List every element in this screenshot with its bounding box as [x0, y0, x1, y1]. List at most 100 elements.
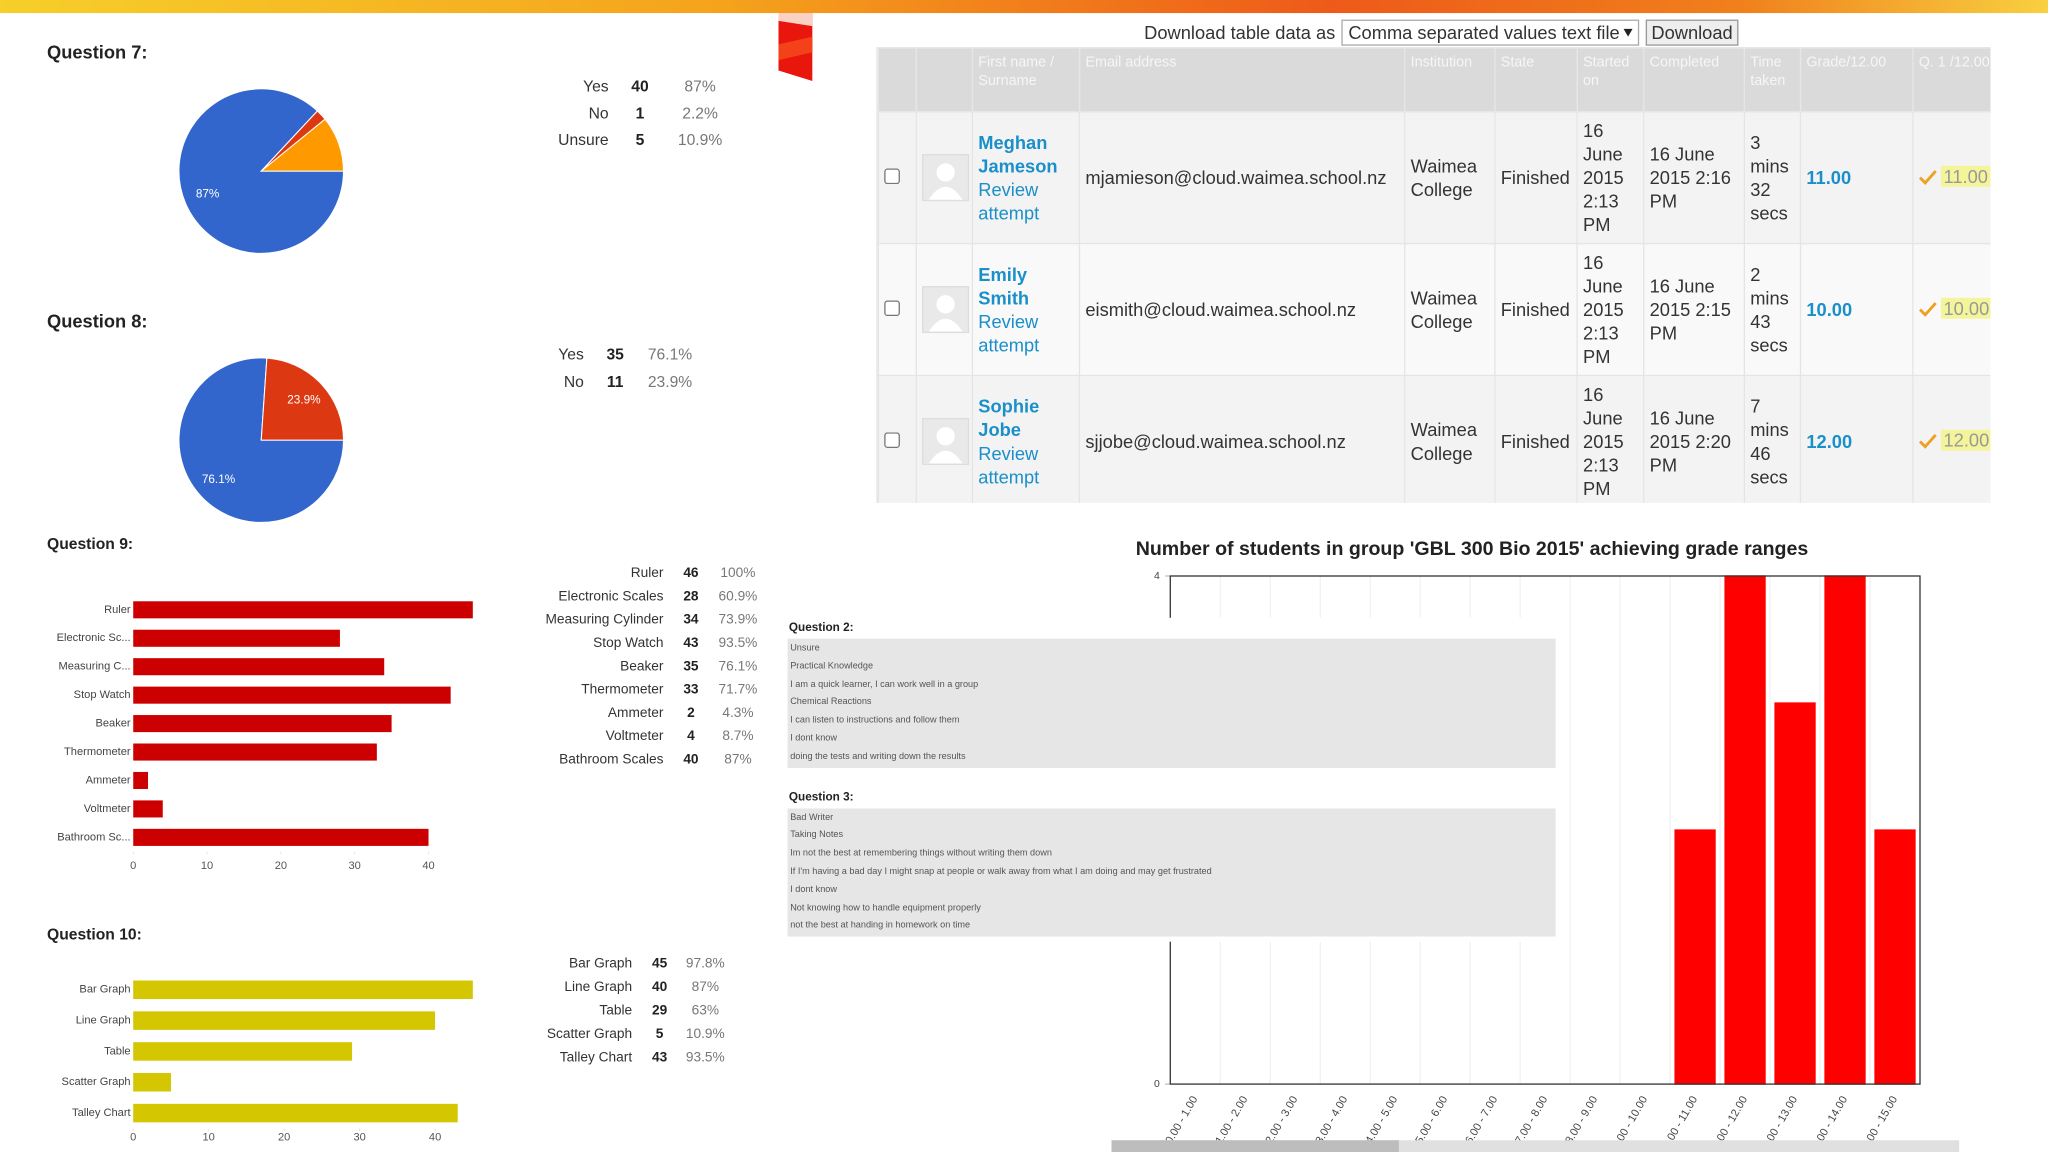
- pie-slice: [178, 357, 345, 523]
- legend-category: Bar Graph: [569, 956, 632, 971]
- check-icon: [1918, 167, 1937, 191]
- row-checkbox[interactable]: [884, 168, 900, 185]
- grade[interactable]: 12.00: [1806, 431, 1853, 452]
- legend-percent: 71.7%: [719, 682, 758, 697]
- select-cell: [877, 242, 917, 377]
- scrollbar[interactable]: [1111, 1140, 1960, 1152]
- y-tick-label: Voltmeter: [84, 803, 131, 815]
- grade[interactable]: 10.00: [1806, 299, 1853, 320]
- legend-percent: 93.5%: [719, 635, 758, 650]
- email: mjamieson@cloud.waimea.school.nz: [1078, 111, 1406, 245]
- response-item: Practical Knowledge: [790, 661, 874, 672]
- response-item: not the best at handing in homework on t…: [790, 921, 971, 931]
- x-tick-label: 0: [130, 1132, 136, 1144]
- response-item: Taking Notes: [790, 831, 844, 841]
- name-cell: Sophie Jobe Review attempt: [971, 374, 1081, 503]
- legend-percent: 93.5%: [686, 1050, 725, 1065]
- legend-percent: 87%: [692, 979, 719, 994]
- check-mark: [1918, 301, 1937, 317]
- legend-count: 33: [683, 682, 699, 697]
- legend-category: Yes: [583, 79, 609, 96]
- slice-label: 76.1%: [202, 473, 236, 486]
- check-mark: [1918, 169, 1937, 185]
- grade-cell: 10.00: [1799, 242, 1914, 377]
- x-tick-label: 3.00 - 4.00: [1313, 1094, 1350, 1146]
- avatar: [922, 417, 970, 465]
- legend-category: Table: [599, 1003, 632, 1018]
- review-link[interactable]: Review attempt: [978, 442, 1040, 488]
- legend-percent: 100%: [720, 565, 755, 580]
- state: Finished: [1494, 374, 1578, 503]
- legend-category: Scatter Graph: [547, 1026, 632, 1041]
- legend-category: No: [564, 374, 584, 391]
- format-select[interactable]: Comma separated values text file: [1341, 19, 1640, 46]
- state: Finished: [1494, 111, 1578, 245]
- x-tick-label: 1.00 - 2.00: [1213, 1094, 1250, 1146]
- legend-count: 1: [636, 105, 645, 122]
- started: 16 June 2015 2:13 PM: [1576, 242, 1645, 377]
- response-item: I dont know: [790, 734, 837, 744]
- legend-percent: 8.7%: [722, 728, 753, 743]
- row-checkbox[interactable]: [884, 432, 900, 448]
- avatar: [922, 154, 970, 202]
- column-header: Q. 1 /12.00: [1912, 47, 1991, 113]
- x-tick-label: 10: [201, 860, 213, 872]
- legend-category: Stop Watch: [593, 635, 663, 650]
- x-tick-label: 7.00 - 8.00: [1513, 1094, 1550, 1146]
- attempts-table-container: First name / Surname Email address Institu…: [876, 47, 1991, 503]
- check-mark: [1918, 433, 1937, 449]
- legend-count: 5: [636, 132, 645, 149]
- response-item: If I'm having a bad day I might snap at …: [790, 867, 1212, 877]
- bar: [1724, 575, 1766, 1085]
- y-tick-label: 0: [1154, 1079, 1160, 1090]
- legend-count: 11: [607, 374, 624, 391]
- column-header: Completed: [1643, 47, 1745, 113]
- x-tick-label: 20: [275, 860, 287, 872]
- question-mark: 11.00: [1940, 166, 1991, 188]
- bar: [133, 828, 429, 846]
- legend-category: Ammeter: [608, 705, 664, 720]
- legend-count: 28: [683, 588, 699, 603]
- bar: [133, 686, 451, 704]
- row-checkbox[interactable]: [884, 300, 900, 317]
- grade[interactable]: 11.00: [1806, 167, 1852, 189]
- avatar: [922, 286, 970, 334]
- download-button[interactable]: Download: [1646, 19, 1738, 46]
- institution: Waimea College: [1404, 242, 1496, 377]
- bar: [133, 771, 148, 790]
- question-title: Question 2:: [788, 620, 854, 634]
- legend-percent: 87%: [724, 752, 751, 767]
- student-name[interactable]: Sophie Jobe: [978, 395, 1040, 441]
- review-link[interactable]: Review attempt: [978, 310, 1040, 356]
- column-header: Email address: [1078, 47, 1406, 113]
- response-item: I can listen to instructions and follow …: [790, 715, 960, 726]
- y-tick-label: Beaker: [95, 718, 130, 730]
- legend-percent: 10.9%: [678, 132, 722, 149]
- legend-count: 5: [656, 1026, 664, 1041]
- column-header: Institution: [1404, 47, 1496, 113]
- response-section: Question 2: Unsure Practical Knowledge I am…: [787, 618, 1556, 768]
- legend-category: Yes: [558, 346, 584, 363]
- scrollbar-thumb[interactable]: [1111, 1140, 1399, 1152]
- column-header: Grade/12.00: [1799, 47, 1914, 113]
- legend-count: 34: [683, 612, 699, 627]
- download-label: Download table data as: [1144, 22, 1336, 44]
- student-name[interactable]: Meghan Jameson: [978, 131, 1058, 177]
- bar: [133, 715, 392, 733]
- x-tick-label: 0: [130, 860, 136, 872]
- pie-slice: [178, 88, 345, 254]
- bar: [133, 1103, 458, 1123]
- x-tick-label: 8.00 - 9.00: [1563, 1094, 1600, 1146]
- y-tick-label: Stop Watch: [74, 689, 131, 701]
- review-link[interactable]: Review attempt: [978, 178, 1040, 224]
- legend-count: 4: [687, 728, 695, 743]
- select-cell: [877, 111, 917, 245]
- legend-percent: 2.2%: [682, 105, 718, 122]
- avatar-icon: [928, 163, 963, 200]
- legend-percent: 76.1%: [648, 346, 692, 363]
- name-cell: Emily Smith Review attempt: [971, 242, 1081, 377]
- student-name[interactable]: Emily Smith: [978, 263, 1030, 309]
- grade-cell: 11.00: [1799, 111, 1914, 245]
